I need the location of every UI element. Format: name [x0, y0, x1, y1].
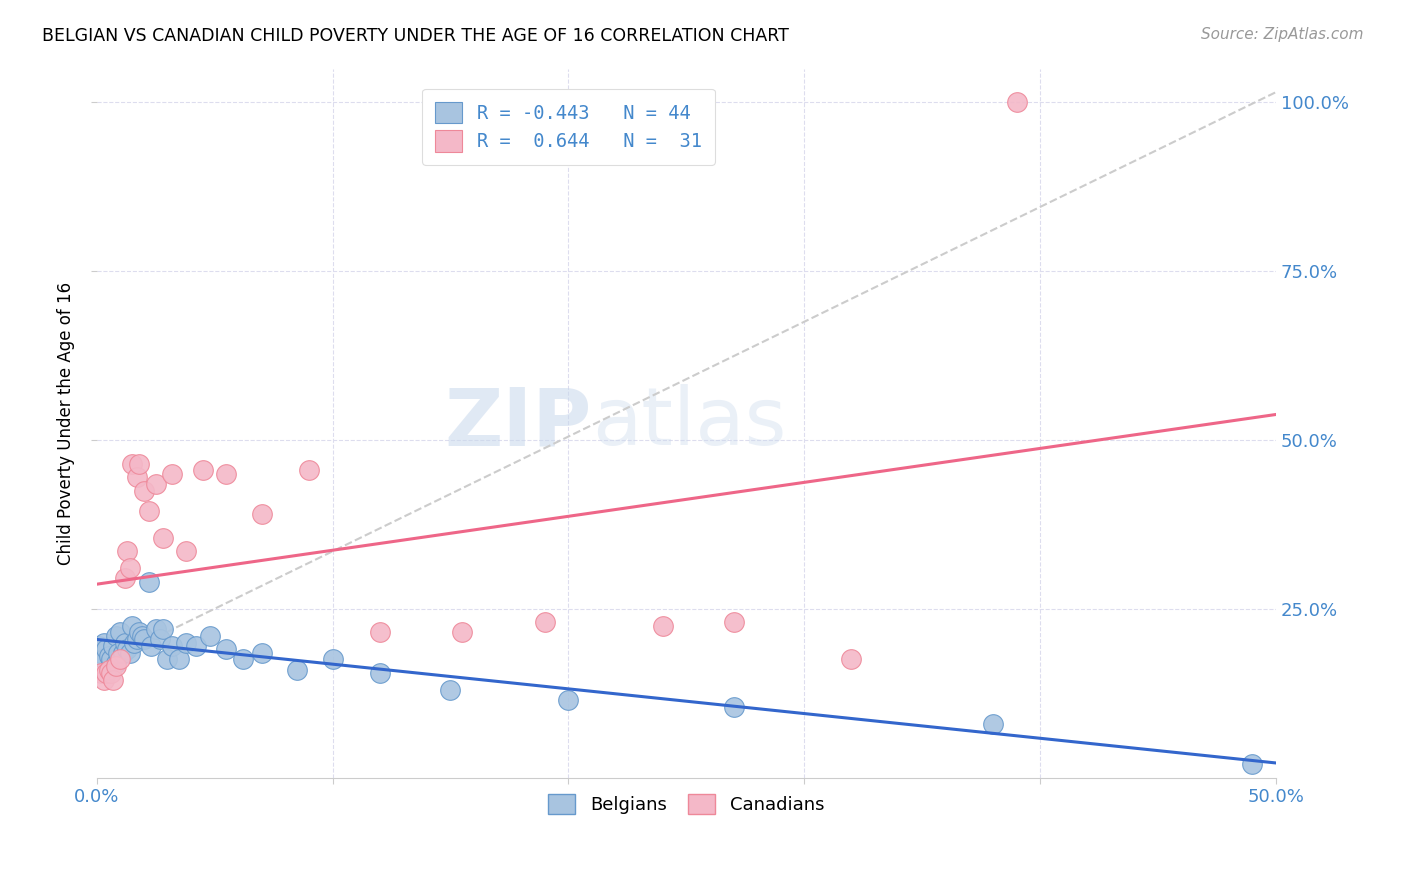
Point — [1005, 95, 1028, 110]
Point — [176, 544, 198, 558]
Point — [121, 618, 143, 632]
Point — [160, 467, 183, 481]
Point — [117, 642, 139, 657]
Point — [138, 504, 160, 518]
Point — [651, 618, 673, 632]
Point — [184, 639, 207, 653]
Point — [156, 652, 179, 666]
Point — [90, 665, 112, 680]
Point — [110, 625, 132, 640]
Text: Source: ZipAtlas.com: Source: ZipAtlas.com — [1201, 27, 1364, 42]
Point — [167, 652, 190, 666]
Point — [557, 693, 579, 707]
Point — [138, 574, 160, 589]
Point — [149, 632, 172, 647]
Point — [139, 639, 162, 653]
Point — [232, 652, 254, 666]
Point — [533, 615, 555, 630]
Point — [723, 699, 745, 714]
Point — [145, 476, 167, 491]
Point — [145, 622, 167, 636]
Point — [117, 544, 139, 558]
Point — [250, 646, 273, 660]
Point — [93, 635, 115, 649]
Point — [90, 646, 112, 660]
Point — [132, 632, 155, 647]
Point — [93, 652, 115, 666]
Point — [125, 632, 148, 647]
Point — [97, 663, 120, 677]
Point — [114, 571, 136, 585]
Point — [451, 625, 474, 640]
Point — [121, 457, 143, 471]
Point — [103, 639, 125, 653]
Y-axis label: Child Poverty Under the Age of 16: Child Poverty Under the Age of 16 — [58, 282, 75, 565]
Point — [368, 665, 391, 680]
Point — [981, 716, 1004, 731]
Point — [322, 652, 344, 666]
Point — [198, 629, 221, 643]
Point — [152, 622, 174, 636]
Point — [160, 639, 183, 653]
Point — [176, 635, 198, 649]
Point — [125, 470, 148, 484]
Point — [107, 646, 129, 660]
Point — [215, 642, 238, 657]
Point — [152, 531, 174, 545]
Point — [104, 659, 127, 673]
Point — [87, 639, 110, 653]
Point — [118, 646, 141, 660]
Point — [298, 463, 321, 477]
Point — [132, 483, 155, 498]
Point — [118, 561, 141, 575]
Point — [93, 673, 115, 687]
Point — [841, 652, 863, 666]
Point — [94, 665, 117, 680]
Point — [110, 652, 132, 666]
Point — [111, 646, 134, 660]
Point — [114, 635, 136, 649]
Point — [104, 656, 127, 670]
Point — [131, 629, 153, 643]
Point — [128, 625, 150, 640]
Point — [368, 625, 391, 640]
Point — [103, 673, 125, 687]
Point — [191, 463, 214, 477]
Point — [100, 665, 122, 680]
Point — [124, 635, 146, 649]
Point — [285, 663, 308, 677]
Point — [97, 648, 120, 663]
Point — [439, 682, 461, 697]
Text: ZIP: ZIP — [444, 384, 592, 462]
Legend: Belgians, Canadians: Belgians, Canadians — [537, 783, 835, 825]
Point — [215, 467, 238, 481]
Point — [128, 457, 150, 471]
Point — [250, 507, 273, 521]
Point — [723, 615, 745, 630]
Text: BELGIAN VS CANADIAN CHILD POVERTY UNDER THE AGE OF 16 CORRELATION CHART: BELGIAN VS CANADIAN CHILD POVERTY UNDER … — [42, 27, 789, 45]
Point — [1241, 757, 1264, 772]
Point — [104, 629, 127, 643]
Point — [94, 642, 117, 657]
Text: atlas: atlas — [592, 384, 786, 462]
Point — [100, 652, 122, 666]
